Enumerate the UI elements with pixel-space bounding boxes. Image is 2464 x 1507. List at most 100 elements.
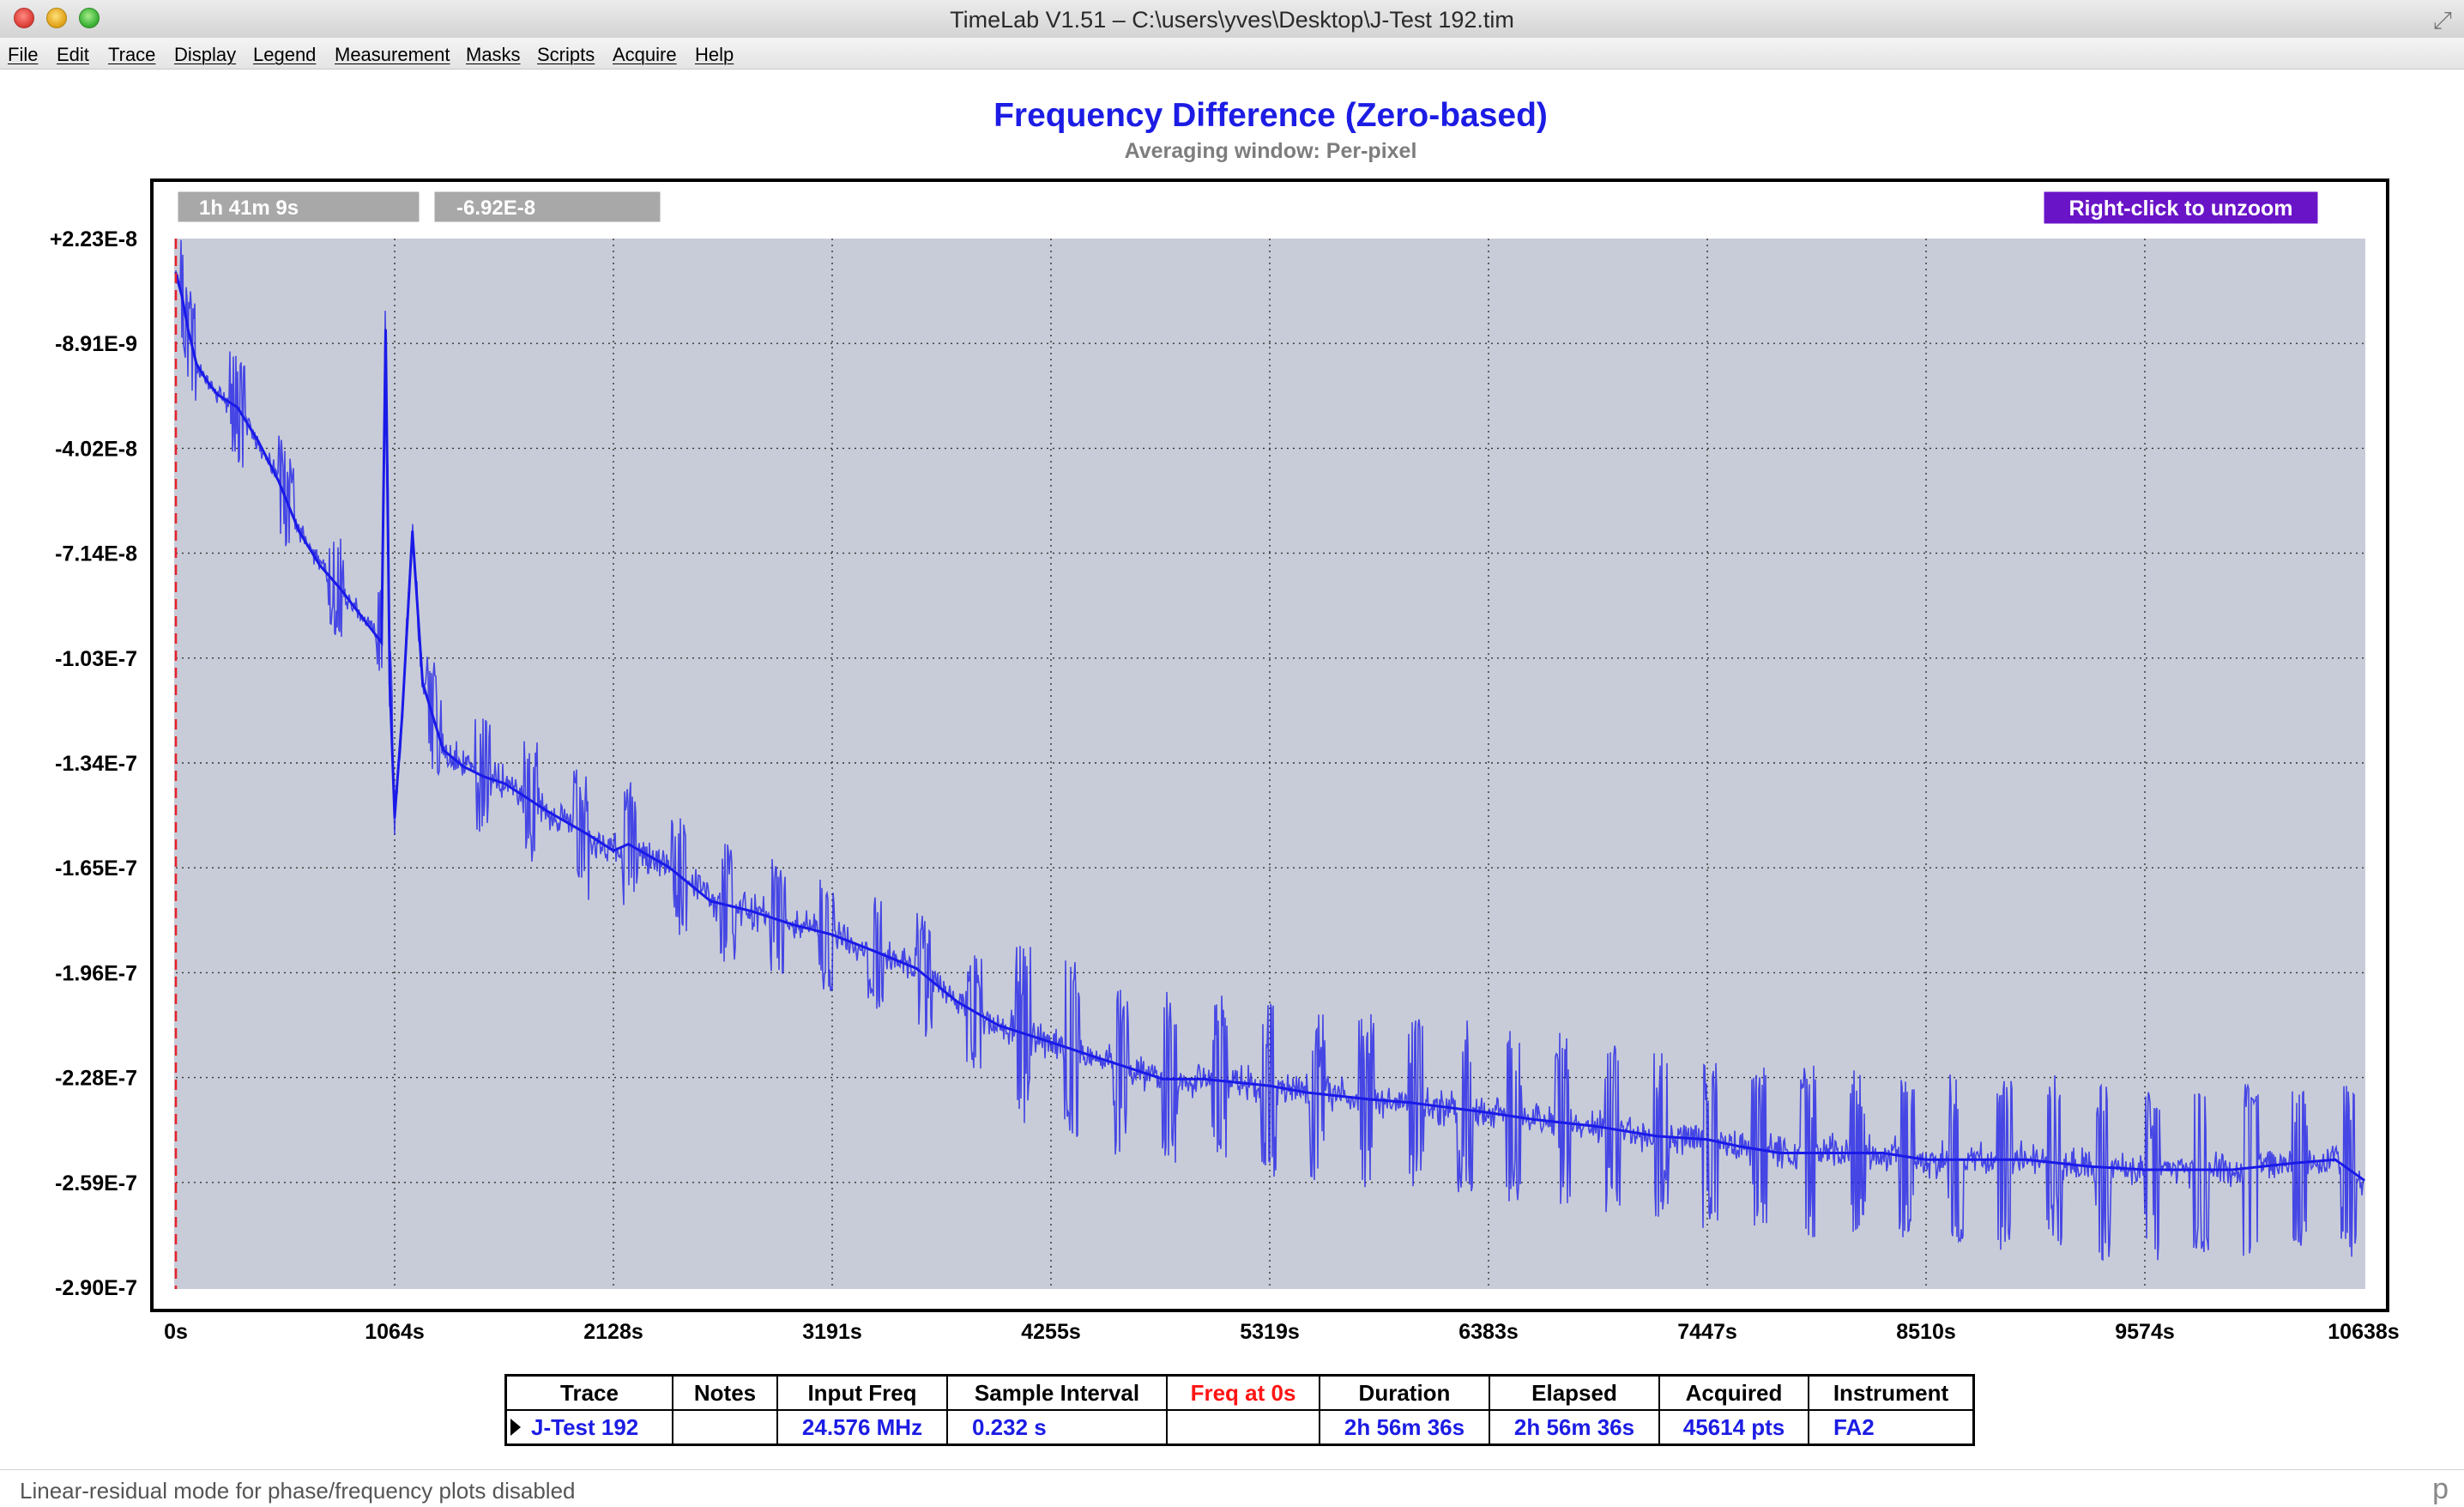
menu-scripts[interactable]: Scripts	[537, 44, 595, 65]
menu-display[interactable]: Display	[174, 44, 237, 65]
y-tick-label: -1.96E-7	[55, 961, 137, 985]
menu-acquire[interactable]: Acquire	[613, 44, 677, 65]
menu-help[interactable]: Help	[695, 44, 734, 65]
cell-duration[interactable]: 2h 56m 36s	[1319, 1409, 1490, 1446]
col-header-input-freq[interactable]: Input Freq	[776, 1374, 948, 1411]
trace-name: J-Test 192	[531, 1413, 639, 1440]
x-tick-label: 0s	[164, 1320, 188, 1344]
trace-point	[339, 587, 342, 590]
cursor-value-box	[432, 189, 663, 225]
trace-point	[277, 480, 281, 483]
menu-legend[interactable]: Legend	[253, 44, 317, 65]
fullscreen-icon[interactable]: ⤢	[2432, 7, 2452, 33]
window-title: TimeLab V1.51 – C:\users\yves\Desktop\J-…	[950, 7, 1514, 33]
trace-point	[504, 782, 506, 785]
x-axis-labels: 0s 1064s 2128s 3191s 4255s 5319s 6383s 7447s 851…	[164, 1320, 2400, 1344]
menu-edit[interactable]: Edit	[57, 44, 89, 65]
y-tick-label: -2.90E-7	[55, 1276, 137, 1300]
col-header-freq-at-0s[interactable]: Freq at 0s	[1166, 1374, 1320, 1411]
close-window-button[interactable]	[14, 8, 34, 28]
cell-trace[interactable]: J-Test 192	[504, 1409, 673, 1446]
trace-point	[1820, 1152, 1823, 1154]
menu-trace[interactable]: Trace	[108, 44, 156, 65]
zoom-window-button[interactable]	[79, 8, 100, 28]
cell-acquired[interactable]: 45614 pts	[1658, 1409, 1809, 1446]
trace-point	[2087, 1165, 2090, 1168]
x-tick-label: 9574s	[2115, 1320, 2175, 1344]
trace-table: Trace Notes Input Freq Sample Interval F…	[504, 1374, 1975, 1446]
trace-point	[830, 933, 834, 936]
trace-point	[709, 899, 712, 903]
trace-point	[2231, 1168, 2234, 1171]
trace-point	[1305, 1091, 1308, 1094]
col-header-sample-interval[interactable]: Sample Interval	[946, 1374, 1168, 1411]
table-header-row: Trace Notes Input Freq Sample Interval F…	[504, 1374, 1975, 1411]
x-tick-label: 3191s	[802, 1320, 862, 1344]
trace-point	[401, 715, 404, 718]
y-tick-label: -8.91E-9	[55, 332, 137, 356]
y-tick-label: -2.28E-7	[55, 1067, 137, 1091]
trace-point	[359, 614, 363, 617]
trace-point	[195, 362, 198, 366]
y-axis-labels: +2.23E-8 -8.91E-9 -4.02E-8 -7.14E-8 -1.03E-7…	[50, 227, 137, 1300]
minimize-window-button[interactable]	[46, 8, 67, 28]
selected-row-arrow-icon	[510, 1419, 521, 1436]
trace-point	[1487, 1111, 1490, 1114]
trace-point	[421, 681, 425, 685]
cell-freq-at-0s[interactable]	[1166, 1409, 1320, 1446]
trace-point	[2189, 1168, 2193, 1171]
trace-point	[483, 775, 486, 778]
col-header-duration[interactable]: Duration	[1319, 1374, 1490, 1411]
unzoom-button[interactable]	[2041, 189, 2321, 227]
trace-point	[791, 923, 794, 926]
x-tick-label: 7447s	[1677, 1320, 1737, 1344]
trace-point	[380, 641, 383, 645]
chart-title: Frequency Difference (Zero-based)	[993, 97, 1548, 134]
window-titlebar: TimeLab V1.51 – C:\users\yves\Desktop\J-…	[0, 0, 2464, 39]
menu-file[interactable]: File	[8, 44, 39, 65]
y-tick-label: -2.59E-7	[55, 1171, 137, 1195]
unzoom-button-label: Right-click to unzoom	[2068, 197, 2292, 221]
trace-point	[1367, 1098, 1370, 1101]
cursor-time-readout: 1h 41m 9s	[199, 197, 299, 220]
trace-point	[388, 681, 391, 685]
trace-noise-path	[175, 239, 2364, 1262]
trace-point	[180, 295, 184, 299]
menu-masks[interactable]: Masks	[466, 44, 521, 65]
table-row[interactable]: J-Test 192 24.576 MHz 0.232 s 2h 56m 36s…	[504, 1409, 1975, 1446]
trace-point	[1593, 1124, 1597, 1128]
cell-notes[interactable]	[672, 1409, 778, 1446]
chart-subtitle: Averaging window: Per-pixel	[1124, 139, 1417, 163]
trace-point	[186, 329, 190, 332]
trace-j-test-192	[174, 239, 2365, 1262]
trace-point	[298, 530, 301, 534]
menu-measurement[interactable]: Measurement	[335, 44, 450, 65]
trace-point	[462, 766, 466, 768]
cell-input-freq[interactable]: 24.576 MHz	[776, 1409, 948, 1446]
cursor-value-readout: -6.92E-8	[456, 197, 535, 220]
trace-point	[585, 832, 589, 836]
frequency-plot[interactable]: +2.23E-8 -8.91E-9 -4.02E-8 -7.14E-8 -1.03E-7…	[0, 0, 2464, 1373]
status-divider	[0, 1469, 2464, 1470]
y-tick-label: -1.65E-7	[55, 856, 137, 881]
col-header-notes[interactable]: Notes	[672, 1374, 778, 1411]
cell-instrument[interactable]: FA2	[1808, 1409, 1975, 1446]
x-tick-label: 2128s	[583, 1320, 643, 1344]
trace-point	[236, 406, 239, 409]
cell-sample-interval[interactable]: 0.232 s	[946, 1409, 1168, 1446]
cell-elapsed[interactable]: 2h 56m 36s	[1489, 1409, 1660, 1446]
trace-point	[411, 530, 414, 534]
trace-point	[1531, 1117, 1535, 1121]
trace-point	[873, 950, 877, 953]
col-header-instrument[interactable]: Instrument	[1808, 1374, 1975, 1411]
trace-point	[1737, 1145, 1741, 1148]
trace-point	[956, 1000, 959, 1003]
corner-indicator: p	[2432, 1473, 2449, 1505]
trace-point	[1079, 1050, 1083, 1054]
col-header-trace[interactable]: Trace	[504, 1374, 673, 1411]
trace-point	[1984, 1158, 1987, 1161]
col-header-acquired[interactable]: Acquired	[1658, 1374, 1809, 1411]
trace-point	[667, 866, 671, 869]
col-header-elapsed[interactable]: Elapsed	[1489, 1374, 1660, 1411]
trace-point	[1706, 1138, 1709, 1141]
